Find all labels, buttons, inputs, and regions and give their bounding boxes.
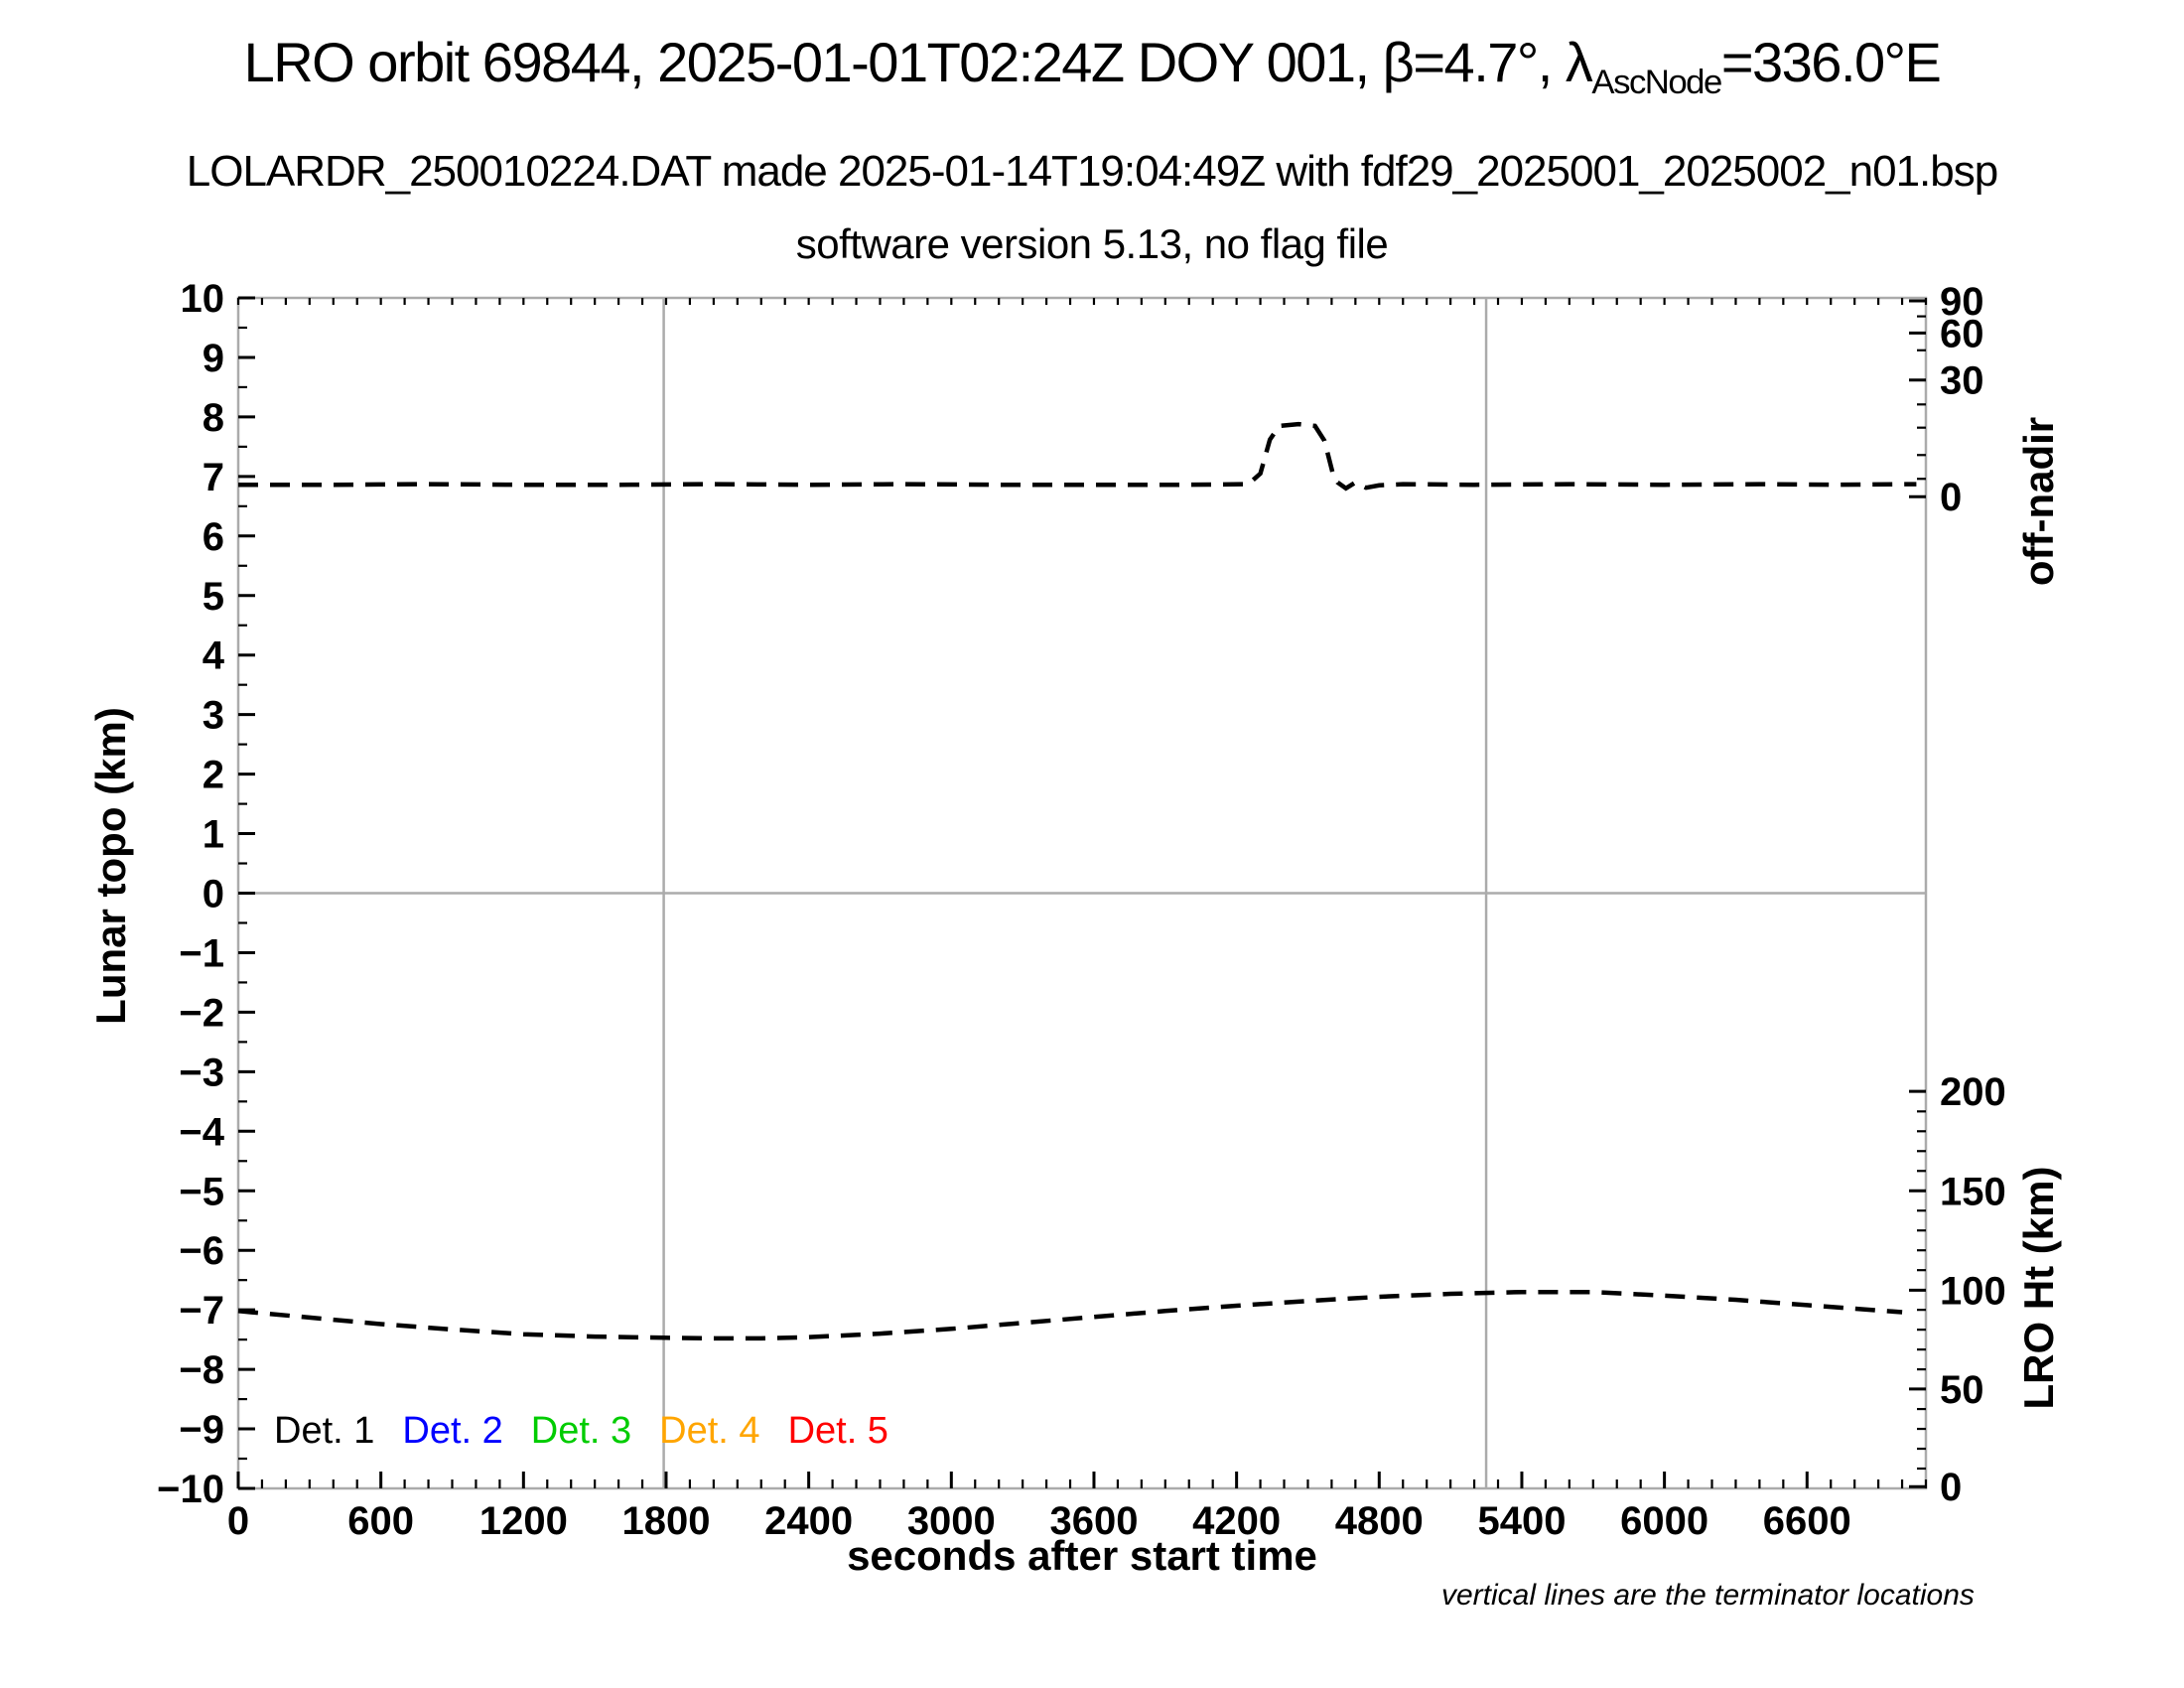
- terminator-note: vertical lines are the terminator locati…: [1441, 1579, 1975, 1612]
- x-tick-label: 4200: [1192, 1499, 1281, 1543]
- y-tick-label: −6: [179, 1229, 224, 1273]
- page-title: LRO orbit 69844, 2025-01-01T02:24Z DOY 0…: [243, 30, 1942, 102]
- x-axis-label: seconds after start time: [847, 1532, 1317, 1579]
- y-tick-label: −10: [157, 1468, 224, 1511]
- lro-ht-tick-label: 0: [1940, 1466, 1962, 1509]
- x-tick-label: 0: [227, 1499, 249, 1543]
- subtitle-file-info: LOLARDR_250010224.DAT made 2025-01-14T19…: [186, 147, 1998, 196]
- subtitle-software-version: software version 5.13, no flag file: [795, 220, 1389, 267]
- legend-item-det-3: Det. 3: [530, 1410, 632, 1452]
- y-tick-label: 5: [203, 575, 224, 619]
- y-tick-label: −5: [179, 1170, 224, 1213]
- y-tick-label: 8: [203, 396, 224, 440]
- y-tick-label: 2: [203, 754, 224, 797]
- y-tick-label: −8: [179, 1348, 224, 1392]
- legend-item-det-5: Det. 5: [787, 1410, 888, 1452]
- offnadir-tick-label: 90: [1940, 280, 1984, 324]
- title-prefix: LRO orbit 69844, 2025-01-01T02:24Z DOY 0…: [243, 31, 1593, 93]
- title-subscript: AscNode: [1591, 64, 1722, 102]
- lro-ht-tick-label: 100: [1940, 1269, 2006, 1313]
- y-tick-label: 4: [203, 634, 225, 678]
- lro-ht-tick-label: 150: [1940, 1170, 2006, 1213]
- x-tick-label: 6000: [1620, 1499, 1708, 1543]
- legend-item-det-4: Det. 4: [659, 1410, 760, 1452]
- x-tick-label: 4800: [1335, 1499, 1424, 1543]
- y-tick-label: −2: [179, 991, 224, 1035]
- title-suffix: =336.0°E: [1720, 31, 1942, 93]
- lro-ht-tick-label: 200: [1940, 1070, 2006, 1114]
- y-tick-label: 7: [203, 456, 224, 499]
- series-lro-height: [237, 1289, 1903, 1341]
- y-tick-label: 3: [203, 694, 224, 738]
- x-tick-label: 600: [347, 1499, 414, 1543]
- offnadir-tick-label: 0: [1940, 476, 1962, 519]
- x-tick-label: 2400: [764, 1499, 853, 1543]
- x-tick-label: 3600: [1049, 1499, 1138, 1543]
- y-tick-label: 0: [203, 873, 224, 916]
- y-tick-label: −4: [179, 1110, 224, 1154]
- offnadir-tick-label: 30: [1940, 359, 1984, 403]
- lro-ht-tick-label: 50: [1940, 1368, 1984, 1412]
- series-off-nadir: [238, 421, 1917, 492]
- x-tick-label: 1200: [479, 1499, 568, 1543]
- y-tick-label: −9: [179, 1408, 224, 1452]
- x-tick-label: 3000: [907, 1499, 996, 1543]
- y-tick-label: 6: [203, 515, 224, 559]
- y-tick-label: −3: [179, 1051, 224, 1094]
- y-tick-label: 1: [203, 813, 224, 857]
- y-tick-label: −7: [179, 1289, 224, 1333]
- x-tick-label: 1800: [621, 1499, 710, 1543]
- legend-item-det-2: Det. 2: [402, 1410, 503, 1452]
- detector-legend: Det. 1 Det. 2 Det. 3 Det. 4 Det. 5: [274, 1410, 888, 1453]
- y-tick-label: 9: [203, 337, 224, 380]
- y-tick-label: −1: [179, 931, 224, 975]
- x-tick-label: 5400: [1477, 1499, 1566, 1543]
- legend-item-det-1: Det. 1: [274, 1410, 375, 1452]
- offnadir-tick-label: 60: [1940, 312, 1984, 355]
- x-tick-label: 6600: [1763, 1499, 1851, 1543]
- y-tick-label: 10: [181, 277, 225, 321]
